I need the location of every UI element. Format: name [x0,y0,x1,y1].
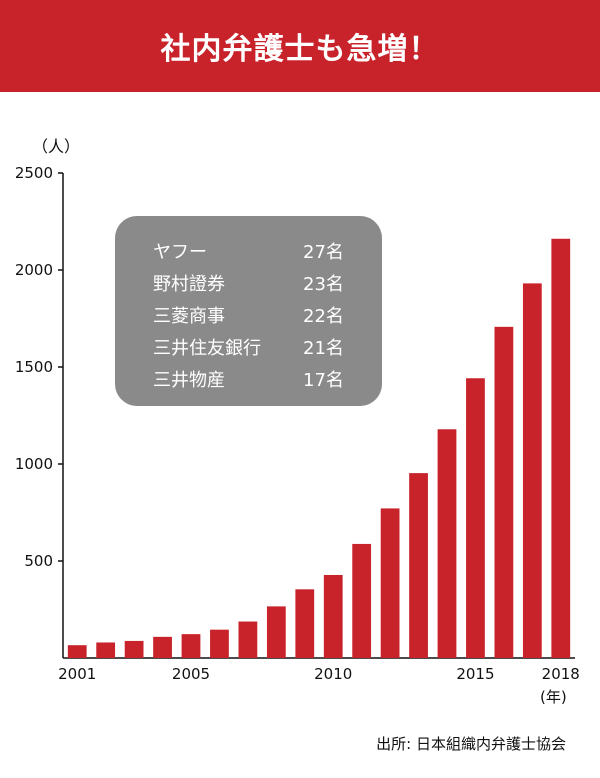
x-tick-label: 2018 [542,665,580,683]
ranking-company: 野村證券 [153,274,225,295]
bar-2014 [437,429,457,658]
ranking-count: 21名 [303,338,344,359]
bar-2015 [466,378,485,658]
bar-2008 [266,606,286,658]
bar-2016 [494,326,514,658]
bar-2003 [124,640,144,658]
bar-2017 [522,283,542,658]
bar-2011 [352,543,372,658]
source-note: 出所: 日本組織内弁護士協会 [376,735,566,753]
x-tick-label: 2005 [172,665,210,683]
bar-2006 [210,629,229,658]
ranking-count: 22名 [303,306,344,327]
x-tick-label: 2010 [314,665,352,683]
ranking-count: 23名 [303,274,344,295]
ranking-company: 三菱商事 [153,306,225,327]
bar-2012 [380,508,400,658]
ranking-count: 17名 [303,370,344,391]
bar-2013 [409,473,428,658]
bar-2007 [238,621,258,658]
y-axis-unit: （人） [32,137,81,156]
bar-2004 [153,636,172,658]
bar-2001 [67,645,87,658]
bar-2002 [96,642,116,658]
title-banner: 社内弁護士も急増！ [0,0,600,92]
bar-2010 [323,574,343,658]
bar-2009 [295,589,315,658]
ranking-company: ヤフー [153,242,207,263]
x-axis-unit: (年) [540,688,567,706]
ranking-company: 三井住友銀行 [153,338,261,359]
y-tick-label: 2000 [15,261,53,279]
page-title: 社内弁護士も急増！ [160,32,440,67]
ranking-count: 27名 [303,242,344,263]
x-tick-label: 2015 [456,665,494,683]
ranking-company: 三井物産 [153,370,225,391]
bar-2005 [181,634,201,658]
y-tick-label: 1500 [15,358,53,376]
company-ranking-box: ヤフー 27名野村證券 23名三菱商事 22名三井住友銀行 21名三井物産 17名 [115,216,382,406]
y-tick-label: 500 [24,552,53,570]
x-tick-label: 2001 [58,665,96,683]
bar-2018 [551,238,571,659]
y-tick-label: 1000 [15,455,53,473]
y-tick-label: 2500 [15,164,53,182]
